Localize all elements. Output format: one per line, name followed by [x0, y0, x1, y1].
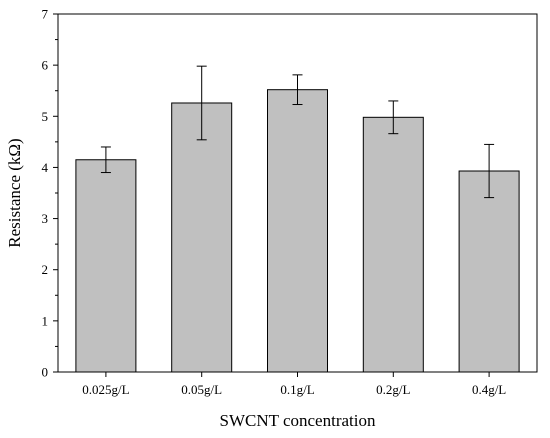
error-bars-layer [100, 65, 495, 199]
bar [75, 159, 137, 373]
ticks-layer: 0.025g/L 0.05g/L 0.1g/L 0.2g/L 0.4g/L 0 1 2 3 4 5 6… [42, 7, 507, 398]
x-axis-title: SWCNT concentration [220, 411, 376, 430]
y-tick-label: 5 [42, 109, 49, 124]
bar [458, 170, 520, 373]
y-tick-label: 2 [42, 262, 49, 277]
y-tick-label: 6 [42, 58, 49, 73]
y-tick-label: 3 [42, 211, 49, 226]
x-tick-label: 0.025g/L [82, 382, 129, 397]
x-tick-label: 0.1g/L [280, 382, 314, 397]
y-axis-title: Resistance (kΩ) [5, 138, 24, 247]
plot-frame [57, 13, 538, 373]
bar [171, 102, 233, 373]
x-tick-label: 0.05g/L [181, 382, 222, 397]
x-tick-label: 0.2g/L [376, 382, 410, 397]
y-tick-label: 4 [42, 160, 49, 175]
bars-layer [75, 89, 520, 373]
y-tick-label: 1 [42, 313, 49, 328]
bar [267, 89, 328, 373]
bar [362, 116, 424, 373]
y-tick-label: 7 [42, 7, 49, 22]
x-tick-label: 0.4g/L [472, 382, 506, 397]
y-tick-label: 0 [42, 365, 49, 380]
